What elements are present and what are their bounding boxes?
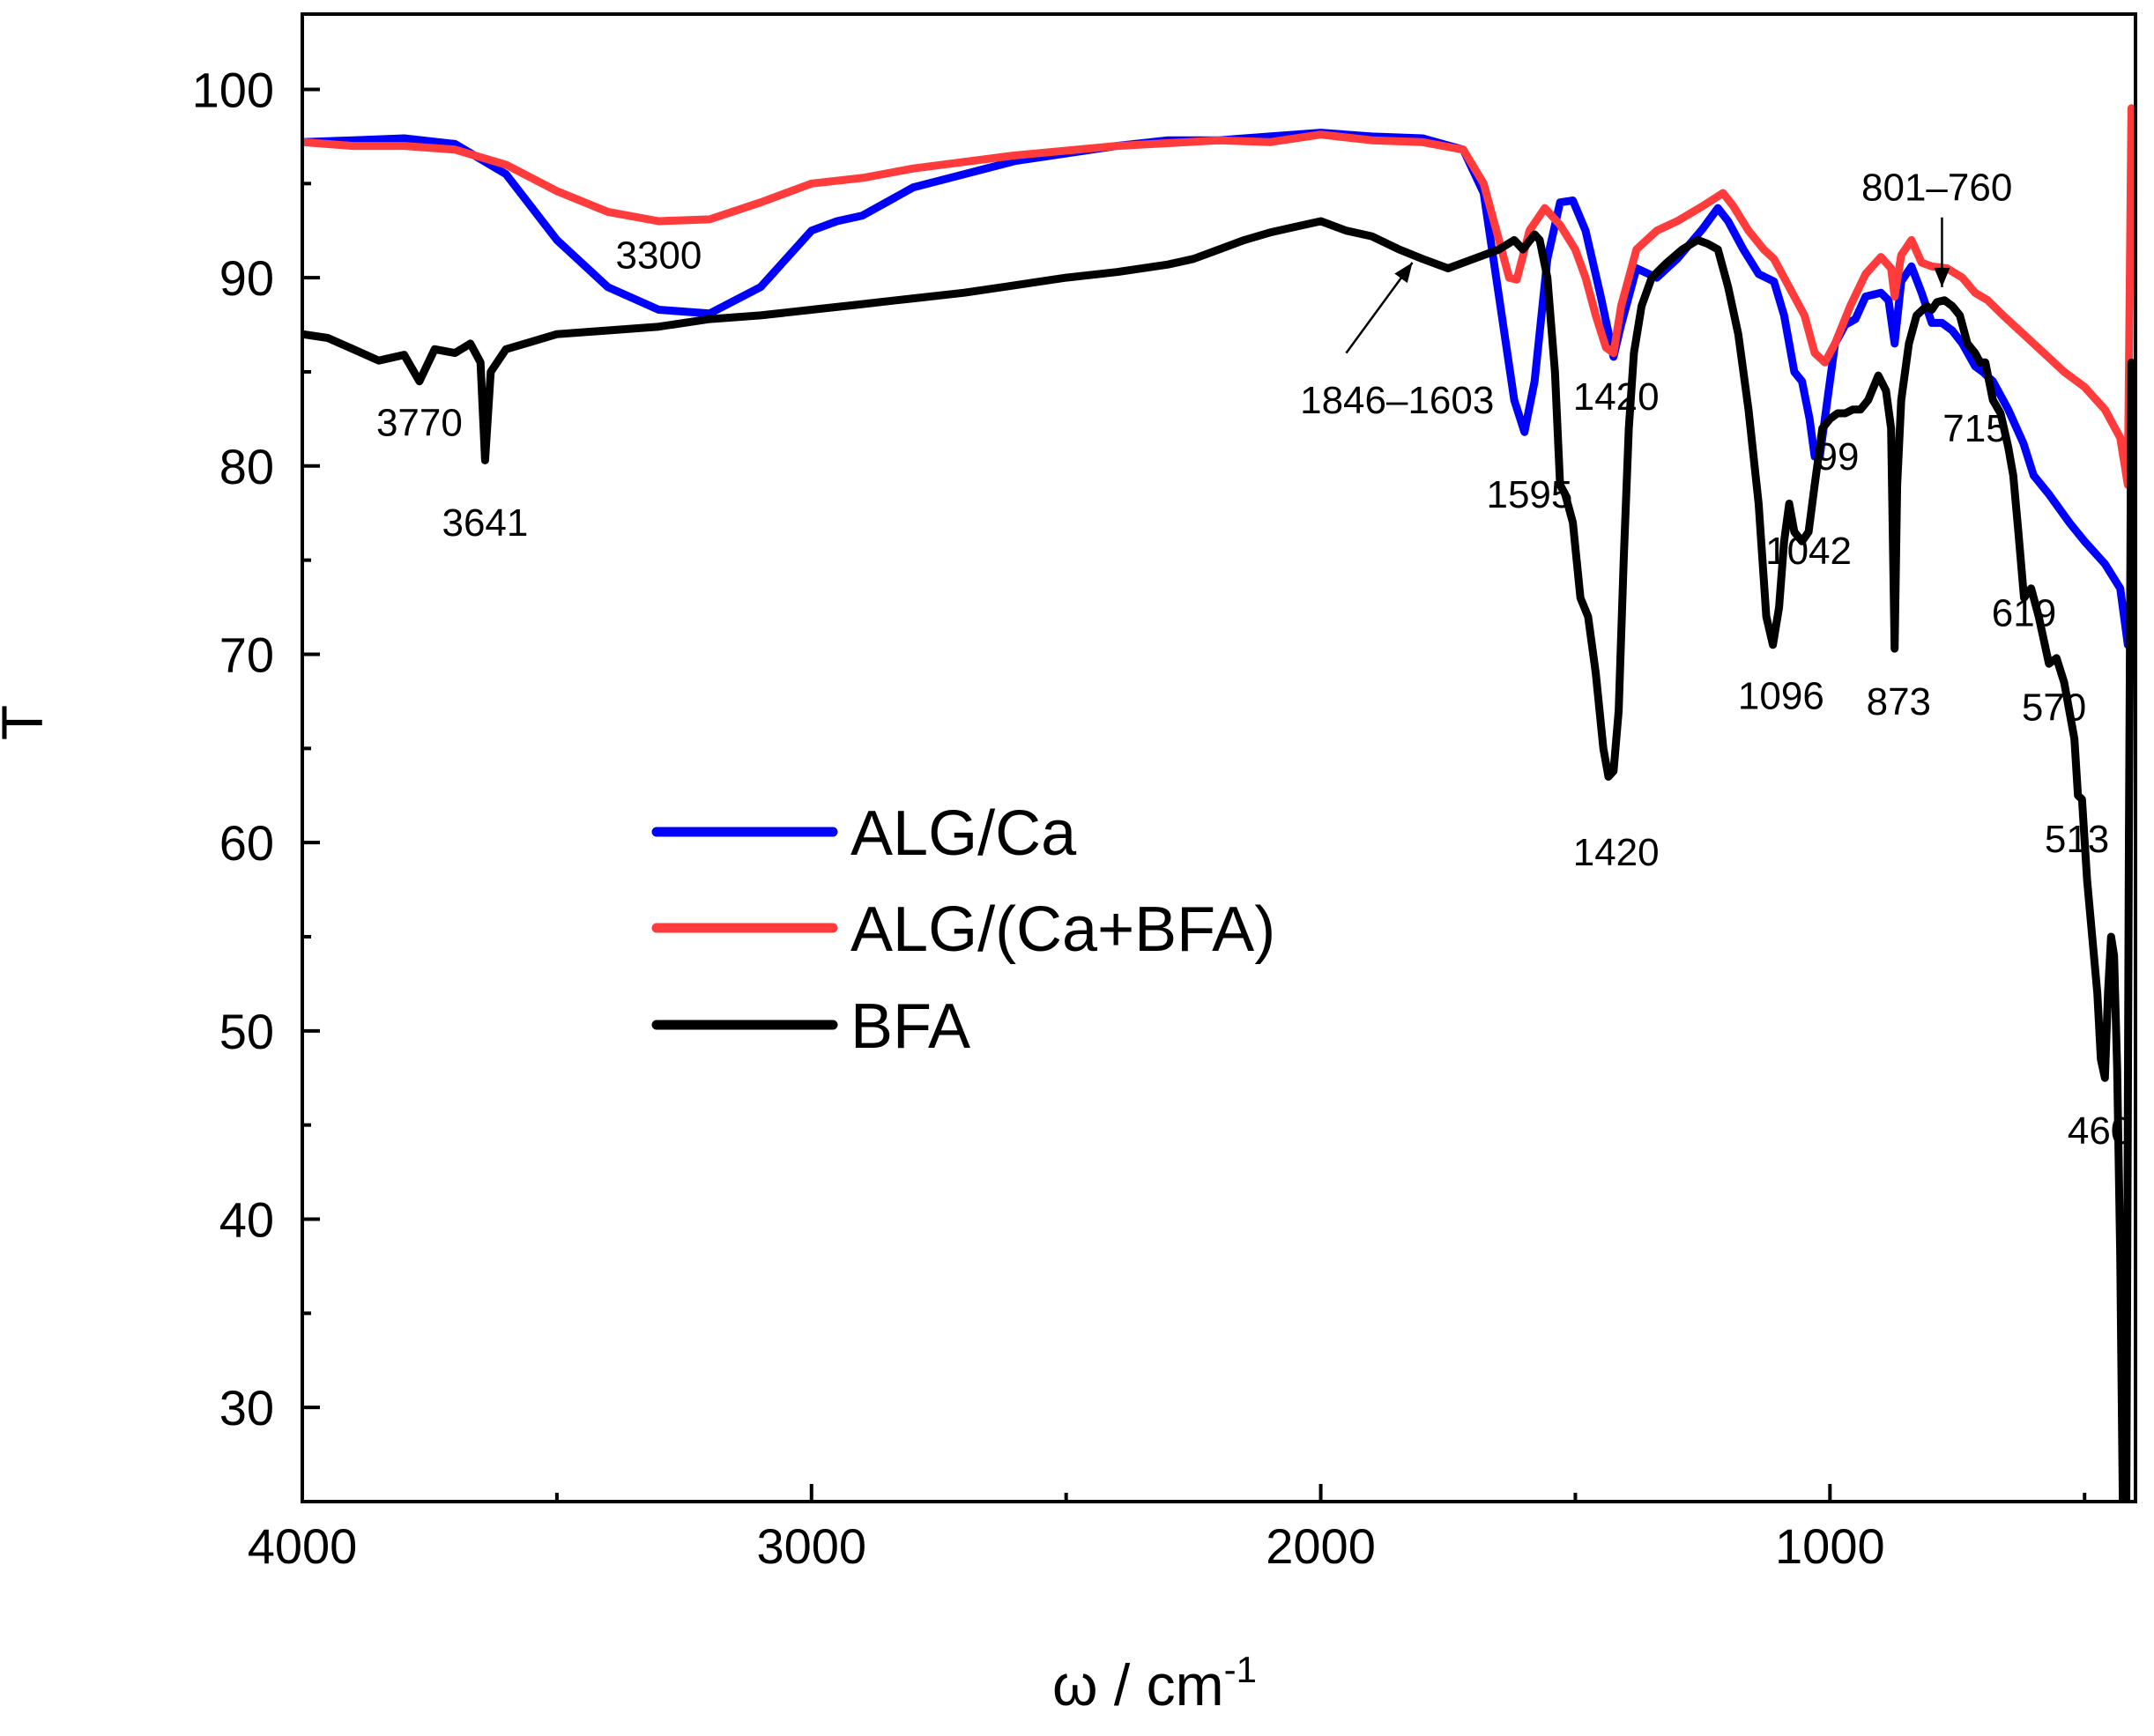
peak-label: 1420: [1573, 375, 1660, 419]
y-tick-label: 70: [219, 627, 274, 682]
peak-label: 1096: [1738, 674, 1824, 717]
x-tick-label: 3000: [756, 1518, 866, 1574]
plot-frame: [301, 12, 2137, 1503]
legend-label-bfa: BFA: [850, 991, 970, 1062]
peak-label: 715: [1942, 407, 2007, 450]
peak-label: 513: [2045, 818, 2109, 861]
x-tick-label: 2000: [1266, 1518, 1376, 1574]
series-line-alg-ca-bfa: [302, 104, 2135, 489]
series-line-bfa: [302, 217, 2135, 1502]
peak-label: 570: [2022, 686, 2086, 729]
x-tick-label: 4000: [248, 1518, 358, 1574]
y-tick-label: 80: [219, 439, 274, 494]
legend-label-alg-ca-bfa: ALG/(Ca+BFA): [850, 894, 1275, 965]
legend-label-alg-ca: ALG/Ca: [850, 798, 1077, 869]
arrow-head: [1394, 263, 1413, 284]
series-line-alg-ca: [302, 129, 2132, 649]
arrow-head: [1934, 267, 1950, 287]
series-layer: [302, 104, 2135, 1502]
peak-label: 873: [1867, 680, 1931, 723]
y-tick-label: 60: [219, 815, 274, 871]
x-tick-label: 1000: [1775, 1518, 1885, 1574]
peak-label: 1846–1603: [1300, 379, 1494, 422]
peak-label: 1420: [1573, 831, 1660, 874]
annotation-layer: 3300 3770 3641 1846–1603 1420 1595 1420 1096 104…: [376, 167, 2132, 1153]
y-tick-label: 90: [219, 250, 274, 306]
peak-label: 3770: [376, 402, 463, 445]
peak-label: 1042: [1765, 530, 1852, 573]
y-tick-label: 40: [219, 1191, 274, 1247]
x-axis-title-text: ω / cm: [1052, 1652, 1224, 1717]
legend: ALG/Ca ALG/(Ca+BFA) BFA: [651, 798, 1275, 1062]
y-tick-label: 100: [192, 62, 274, 117]
y-axis-title: T: [0, 705, 55, 740]
peak-label: 3641: [442, 501, 528, 545]
y-tick-label: 30: [219, 1380, 274, 1436]
peak-label: 1595: [1486, 473, 1572, 516]
peak-label: 460: [2068, 1109, 2132, 1153]
peak-label: 99: [1816, 435, 1860, 479]
peak-label: 619: [1992, 591, 2056, 634]
x-axis-title: ω / cm-1: [1052, 1649, 1257, 1717]
peak-label: 801–760: [1861, 167, 2012, 210]
y-tick-label: 50: [219, 1004, 274, 1059]
ticks-layer: 4000 3000 2000 1000 30 40 50 60 70 80 90 100: [192, 62, 2087, 1574]
x-axis-title-superscript: -1: [1224, 1649, 1257, 1690]
peak-label: 3300: [615, 234, 702, 277]
